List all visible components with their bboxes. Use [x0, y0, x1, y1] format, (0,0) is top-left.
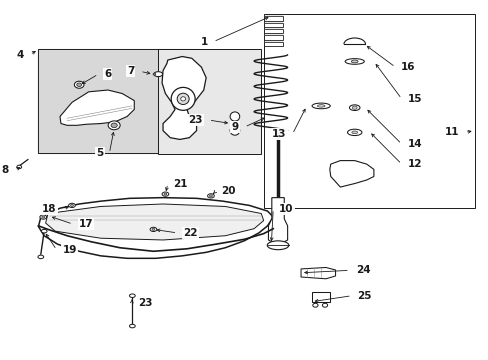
Ellipse shape — [181, 97, 185, 101]
Ellipse shape — [68, 203, 75, 207]
Polygon shape — [39, 49, 199, 154]
Ellipse shape — [345, 59, 364, 64]
Ellipse shape — [150, 227, 157, 231]
Text: 7: 7 — [127, 66, 134, 76]
Text: 21: 21 — [173, 179, 188, 189]
Bar — [263, 35, 282, 40]
Ellipse shape — [41, 216, 44, 218]
Ellipse shape — [108, 121, 120, 130]
Bar — [263, 29, 282, 33]
Bar — [263, 42, 282, 46]
Ellipse shape — [230, 112, 239, 121]
Bar — [263, 14, 473, 208]
Ellipse shape — [317, 105, 325, 107]
Polygon shape — [39, 198, 273, 258]
Text: 5: 5 — [96, 148, 103, 158]
Text: 12: 12 — [407, 159, 421, 169]
Ellipse shape — [312, 303, 317, 307]
Ellipse shape — [153, 73, 156, 75]
Ellipse shape — [351, 106, 356, 109]
Text: 4: 4 — [17, 50, 24, 60]
Ellipse shape — [267, 241, 288, 250]
Ellipse shape — [311, 103, 329, 109]
Polygon shape — [301, 267, 335, 279]
Bar — [263, 23, 282, 27]
Ellipse shape — [17, 165, 21, 169]
Ellipse shape — [177, 93, 189, 104]
Text: 8: 8 — [1, 165, 9, 175]
Ellipse shape — [152, 228, 155, 230]
Text: 18: 18 — [42, 204, 57, 214]
Ellipse shape — [163, 193, 166, 195]
Ellipse shape — [40, 215, 46, 219]
Text: 16: 16 — [400, 62, 415, 72]
Ellipse shape — [129, 324, 135, 328]
Text: 11: 11 — [444, 127, 458, 138]
Text: 15: 15 — [407, 94, 421, 104]
Text: 24: 24 — [355, 265, 369, 275]
Polygon shape — [158, 49, 261, 154]
Text: 17: 17 — [79, 219, 93, 229]
Text: 1: 1 — [200, 37, 207, 47]
Ellipse shape — [77, 83, 81, 86]
Ellipse shape — [41, 229, 47, 233]
Text: 13: 13 — [272, 129, 286, 139]
Bar — [311, 292, 329, 302]
Ellipse shape — [230, 126, 239, 135]
Ellipse shape — [351, 131, 357, 134]
Bar — [263, 16, 282, 21]
Text: 19: 19 — [62, 245, 77, 255]
Ellipse shape — [70, 204, 73, 207]
Polygon shape — [162, 57, 206, 139]
Text: 23: 23 — [188, 115, 203, 125]
Ellipse shape — [74, 81, 84, 88]
Ellipse shape — [349, 105, 359, 111]
Ellipse shape — [154, 72, 162, 77]
Text: 23: 23 — [137, 298, 152, 308]
Text: 22: 22 — [183, 228, 197, 238]
Ellipse shape — [111, 123, 117, 127]
Ellipse shape — [347, 129, 361, 136]
Ellipse shape — [38, 255, 43, 259]
Text: 10: 10 — [279, 204, 293, 214]
Ellipse shape — [322, 303, 327, 307]
Ellipse shape — [171, 87, 195, 110]
Text: 6: 6 — [104, 69, 111, 79]
Text: 14: 14 — [407, 139, 421, 149]
Ellipse shape — [129, 294, 135, 297]
Polygon shape — [268, 198, 287, 245]
Ellipse shape — [162, 192, 168, 196]
Text: 9: 9 — [231, 122, 238, 132]
Ellipse shape — [209, 195, 212, 197]
Text: 25: 25 — [357, 291, 371, 301]
Polygon shape — [329, 161, 373, 187]
Polygon shape — [45, 204, 263, 240]
Ellipse shape — [207, 194, 214, 198]
Polygon shape — [60, 90, 134, 125]
Text: 20: 20 — [221, 186, 236, 196]
Ellipse shape — [351, 60, 357, 63]
